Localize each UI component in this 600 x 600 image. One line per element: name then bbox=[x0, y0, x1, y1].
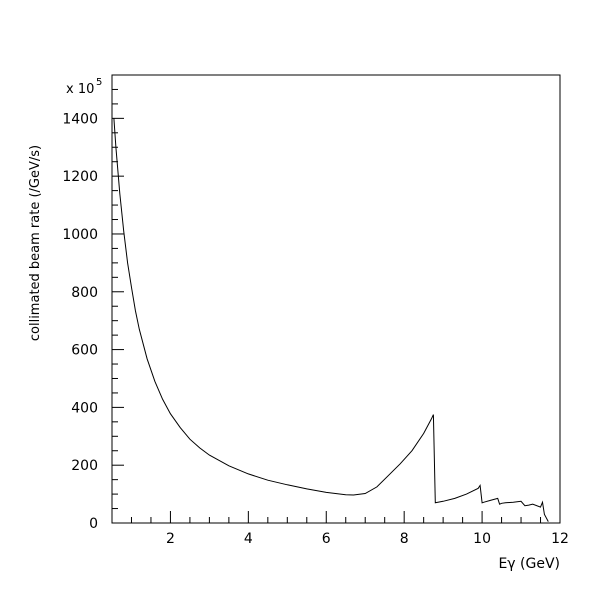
y-tick-label: 400 bbox=[71, 400, 98, 416]
y-tick-label: 200 bbox=[71, 458, 98, 474]
plot-frame bbox=[111, 74, 561, 524]
x-tick-label: 6 bbox=[322, 531, 331, 547]
y-axis-label: collimated beam rate (/GeV/s) bbox=[28, 145, 43, 341]
y-multiplier-label: x 10 bbox=[66, 82, 94, 97]
y-tick-label: 1400 bbox=[62, 111, 98, 127]
x-axis-label: Eγ (GeV) bbox=[498, 556, 560, 572]
x-axis-ticks: 2 4 6 8 10 12 bbox=[130, 511, 569, 547]
y-tick-label: 0 bbox=[89, 516, 98, 532]
series-line bbox=[113, 118, 549, 522]
y-tick-label: 600 bbox=[71, 343, 98, 359]
x-tick-label: 12 bbox=[551, 531, 569, 547]
y-tick-label: 1200 bbox=[62, 169, 98, 185]
y-multiplier-exponent: 5 bbox=[96, 77, 102, 88]
x-tick-label: 2 bbox=[166, 531, 175, 547]
x-tick-label: 4 bbox=[244, 531, 253, 547]
x-tick-label: 10 bbox=[473, 531, 491, 547]
y-tick-label: 1000 bbox=[62, 227, 98, 243]
x-tick-label: 8 bbox=[400, 531, 409, 547]
y-axis-ticks: 0 200 400 600 800 1000 1200 1400 bbox=[62, 74, 124, 532]
y-tick-label: 800 bbox=[71, 285, 98, 301]
